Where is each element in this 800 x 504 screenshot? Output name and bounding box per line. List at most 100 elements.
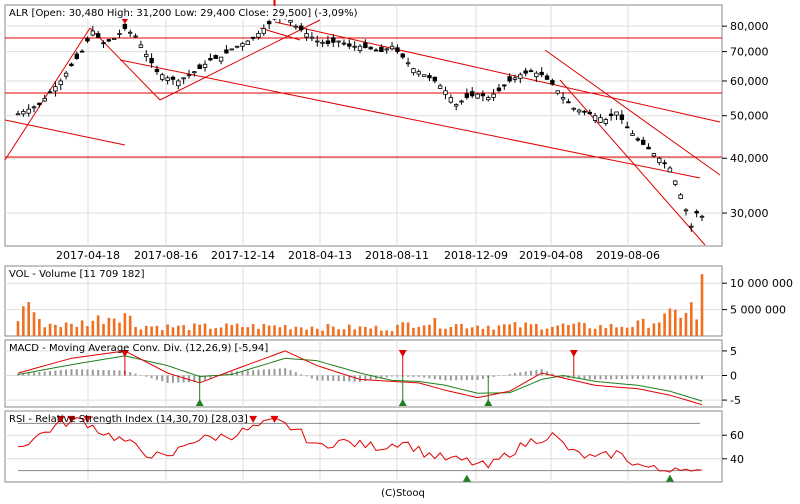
candle-body bbox=[47, 91, 53, 94]
candle-body bbox=[582, 110, 587, 113]
candle-body bbox=[133, 35, 138, 38]
macd-hist-bar bbox=[91, 369, 94, 376]
candle-body bbox=[598, 117, 603, 123]
candle-body bbox=[58, 80, 63, 86]
macd-hist-bar bbox=[626, 375, 629, 380]
volume-bar bbox=[134, 326, 137, 336]
volume-bar bbox=[331, 326, 335, 336]
x-tick-label: 2017-04-18 bbox=[56, 249, 120, 262]
macd-hist-bar bbox=[375, 375, 378, 380]
macd-hist-bar bbox=[444, 375, 447, 381]
volume-bar bbox=[198, 324, 201, 336]
rsi-buy-marker bbox=[462, 474, 471, 482]
volume-bar bbox=[556, 325, 560, 336]
price-x-axis: 2017-04-18 2017-08-16 2017-12-14 2018-04-13… bbox=[56, 249, 660, 262]
rsi-title: RSI - Relative Strength Index (14,30,70)… bbox=[9, 414, 248, 425]
volume-bar bbox=[128, 315, 132, 336]
macd-hist-bar bbox=[81, 369, 84, 376]
candle-body bbox=[293, 25, 299, 28]
volume-bar bbox=[620, 326, 624, 336]
macd-hist-bar bbox=[332, 375, 335, 381]
x-tick-label: 2017-08-16 bbox=[134, 249, 198, 262]
volume-bar bbox=[417, 326, 421, 336]
x-tick-label: 2018-04-13 bbox=[288, 249, 352, 262]
macd-hist-bar bbox=[321, 375, 324, 381]
volume-bar bbox=[64, 322, 68, 336]
volume-bar bbox=[588, 328, 592, 336]
rsi-markers bbox=[56, 415, 674, 482]
macd-hist-bar bbox=[177, 375, 180, 383]
volume-bar bbox=[315, 328, 319, 336]
macd-hist-bar bbox=[262, 369, 265, 376]
macd-hist-bar bbox=[497, 375, 500, 376]
macd-hist-bar bbox=[17, 374, 19, 376]
rsi-sell-marker bbox=[270, 415, 279, 423]
macd-hist-bar bbox=[353, 375, 356, 382]
macd-hist-bar bbox=[679, 375, 682, 380]
candle-body bbox=[678, 194, 683, 200]
y-tick-label: 10 000 000 bbox=[730, 277, 793, 290]
candle-body bbox=[646, 146, 651, 150]
volume-bar bbox=[177, 325, 180, 336]
macd-hist-bar bbox=[540, 369, 543, 376]
volume-bar bbox=[631, 327, 634, 336]
candle-body bbox=[576, 109, 582, 113]
macd-hist-bar bbox=[188, 375, 190, 383]
macd-hist-bar bbox=[385, 375, 388, 378]
signal-line bbox=[17, 355, 703, 402]
volume-bar bbox=[668, 308, 672, 336]
volume-bar bbox=[508, 324, 511, 336]
macd-hist-bar bbox=[433, 375, 436, 380]
volume-bar bbox=[235, 323, 239, 336]
volume-bar bbox=[604, 328, 608, 336]
macd-hist-bar bbox=[204, 375, 207, 381]
candle-body bbox=[42, 98, 47, 102]
macd-hist-bar bbox=[49, 371, 52, 376]
macd-hist-bar bbox=[535, 369, 538, 376]
y-tick-label: 60 bbox=[730, 429, 744, 442]
macd-hist-bar bbox=[246, 370, 249, 376]
volume-bar bbox=[486, 325, 490, 336]
candle-body bbox=[160, 74, 165, 80]
candle-body bbox=[341, 42, 347, 45]
trend-line bbox=[89, 27, 161, 101]
macd-hist-bar bbox=[556, 375, 559, 376]
macd-hist-bar bbox=[241, 370, 244, 376]
x-tick-label: 2018-12-09 bbox=[444, 249, 508, 262]
macd-hist-bar bbox=[129, 372, 132, 376]
candle-body bbox=[528, 70, 534, 73]
macd-title: MACD - Moving Average Conv. Div. (12,26,… bbox=[9, 343, 268, 354]
volume-bar bbox=[657, 322, 661, 336]
volume-bar bbox=[449, 327, 453, 336]
macd-hist-bar bbox=[583, 375, 586, 379]
candle-body bbox=[603, 119, 609, 124]
macd-hist-bar bbox=[86, 369, 89, 376]
macd-hist-bar bbox=[150, 375, 153, 379]
volume-bars bbox=[16, 274, 704, 336]
volume-bar bbox=[700, 274, 704, 336]
macd-line bbox=[17, 350, 703, 406]
candle-body bbox=[26, 108, 31, 114]
volume-bar bbox=[406, 322, 410, 336]
candle-body bbox=[512, 77, 518, 80]
macd-hist-bar bbox=[27, 373, 30, 376]
macd-hist-bar bbox=[701, 375, 703, 380]
volume-bar bbox=[390, 331, 394, 336]
volume-bar bbox=[593, 328, 597, 336]
volume-bar bbox=[96, 315, 100, 336]
candle-body bbox=[208, 58, 213, 61]
macd-hist-bar bbox=[209, 375, 212, 379]
candle-body bbox=[657, 157, 662, 163]
candle-body bbox=[411, 68, 416, 74]
candle-body bbox=[63, 72, 69, 77]
macd-hist-bar bbox=[139, 375, 142, 376]
candle-body bbox=[496, 87, 502, 92]
volume-bar bbox=[673, 309, 677, 336]
candle-body bbox=[592, 115, 598, 121]
macd-hist-bar bbox=[524, 371, 527, 376]
volume-bar bbox=[353, 329, 356, 336]
macd-hist-bar bbox=[465, 375, 468, 381]
x-tick-label: 2019-08-06 bbox=[596, 249, 660, 262]
candle-body bbox=[154, 68, 160, 73]
macd-hist-bar bbox=[412, 375, 415, 377]
